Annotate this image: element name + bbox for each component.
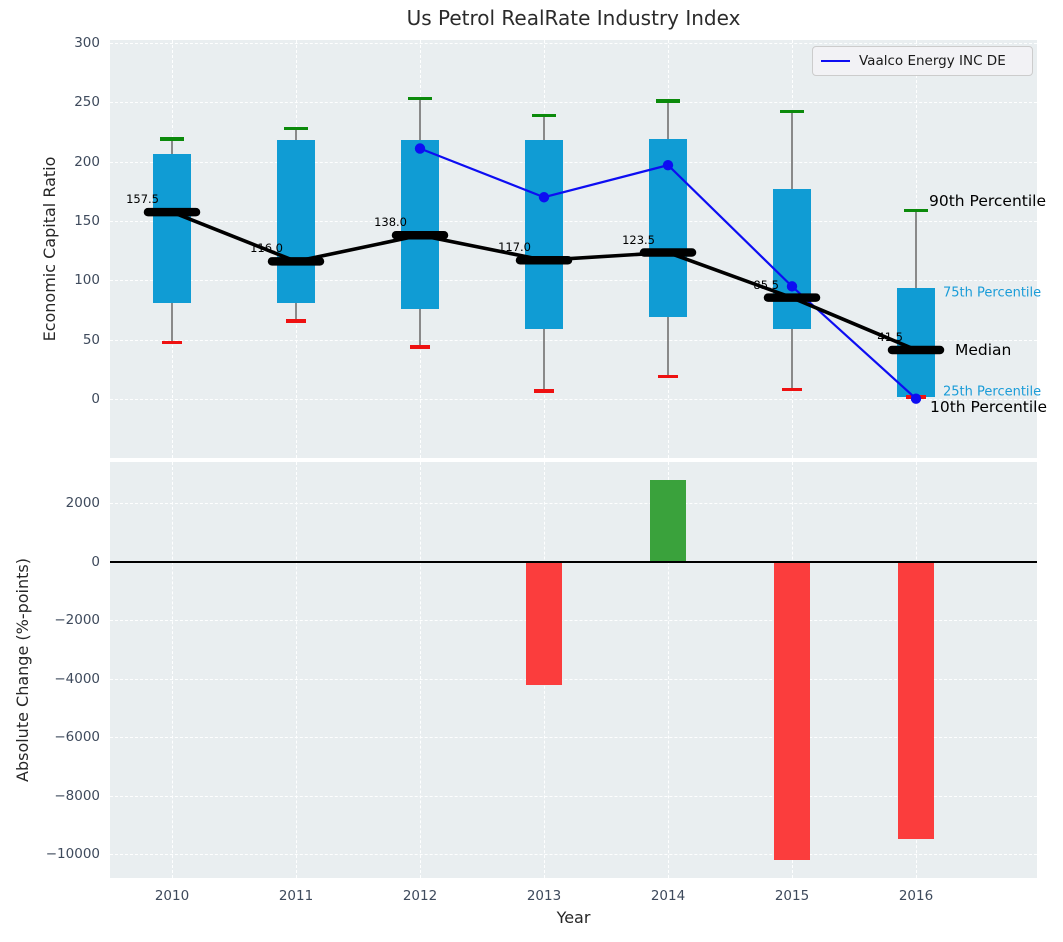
percentile-box: [773, 188, 811, 330]
change-bar: [774, 561, 810, 860]
bottom-panel: [110, 462, 1037, 878]
bottom-y-tick-label: −2000: [54, 612, 100, 629]
x-tick-label: 2011: [278, 888, 314, 904]
percentile-annotation: 90th Percentile: [929, 191, 1047, 210]
zero-line: [110, 560, 1037, 563]
x-tick-label: 2014: [650, 888, 686, 904]
change-bar: [526, 561, 562, 685]
bottom-y-tick-label: 2000: [65, 495, 100, 512]
bottom-y-tick-label: −10000: [45, 846, 100, 863]
whisker-cap-10th: [658, 375, 678, 379]
top-y-tick-label: 200: [74, 153, 100, 170]
x-tick-label: 2010: [154, 888, 190, 904]
whisker-cap-90th: [904, 208, 928, 212]
bottom-y-tick-label: 0: [91, 553, 100, 570]
whisker-cap-10th: [162, 340, 182, 344]
x-axis-label: Year: [556, 908, 591, 927]
top-gridline: [110, 42, 1037, 44]
chart-title: Us Petrol RealRate Industry Index: [406, 6, 741, 30]
median-value-label: 116.0: [250, 241, 283, 256]
legend: Vaalco Energy INC DE: [812, 46, 1033, 76]
median-value-label: 41.5: [877, 329, 903, 344]
top-y-tick-label: 300: [74, 34, 100, 51]
x-tick-label: 2016: [898, 888, 934, 904]
top-gridline: [110, 221, 1037, 222]
bottom-gridline: [110, 737, 1037, 739]
bottom-y-tick-label: −8000: [54, 787, 100, 804]
median-value-label: 157.5: [126, 192, 159, 207]
x-tick-label: 2013: [526, 888, 562, 904]
percentile-box: [153, 154, 191, 304]
legend-label: Vaalco Energy INC DE: [859, 53, 1006, 69]
bottom-gridline: [110, 854, 1037, 856]
top-y-tick-label: 0: [91, 391, 100, 408]
top-y-tick-label: 100: [74, 272, 100, 289]
percentile-annotation: Median: [955, 340, 1012, 359]
median-value-label: 117.0: [498, 240, 531, 255]
bottom-gridline: [110, 620, 1037, 622]
bottom-gridline-vertical: [420, 462, 421, 878]
top-y-tick-label: 50: [82, 331, 100, 348]
whisker-cap-10th: [906, 395, 926, 399]
bottom-y-tick-label: −4000: [54, 670, 100, 687]
whisker-cap-90th: [656, 99, 680, 103]
percentile-annotation: 75th Percentile: [943, 285, 1042, 301]
whisker-cap-90th: [532, 113, 556, 117]
top-gridline: [110, 161, 1037, 163]
percentile-box: [277, 140, 315, 303]
median-value-label: 123.5: [622, 232, 655, 247]
top-y-axis-label: Economic Capital Ratio: [39, 156, 59, 342]
bottom-gridline-vertical: [172, 462, 173, 878]
median-value-label: 138.0: [374, 215, 407, 230]
bottom-gridline: [110, 678, 1037, 680]
change-bar: [898, 561, 934, 840]
whisker-cap-10th: [782, 388, 802, 392]
percentile-box: [525, 140, 563, 330]
bottom-y-tick-label: −6000: [54, 729, 100, 746]
percentile-box: [649, 139, 687, 318]
whisker-cap-10th: [410, 345, 430, 349]
percentile-annotation: 25th Percentile: [943, 384, 1042, 400]
change-bar: [650, 479, 686, 562]
top-y-tick-label: 250: [74, 94, 100, 111]
x-tick-label: 2012: [402, 888, 438, 904]
bottom-y-axis-label: Absolute Change (%-points): [12, 558, 32, 782]
x-tick-label: 2015: [774, 888, 810, 904]
legend-line-sample: [821, 60, 850, 62]
bottom-gridline-vertical: [296, 462, 297, 878]
whisker-cap-90th: [284, 126, 308, 130]
median-value-label: 85.5: [753, 277, 779, 292]
bottom-gridline-vertical: [668, 462, 669, 878]
whisker-cap-10th: [534, 389, 554, 393]
top-gridline: [110, 102, 1037, 104]
bottom-gridline: [110, 795, 1037, 797]
top-gridline: [110, 399, 1037, 401]
top-y-tick-label: 150: [74, 213, 100, 229]
bottom-gridline: [110, 503, 1037, 505]
top-gridline: [110, 280, 1037, 282]
percentile-annotation: 10th Percentile: [930, 398, 1048, 417]
whisker-cap-90th: [160, 137, 184, 141]
whisker-cap-10th: [286, 319, 306, 323]
whisker-cap-90th: [408, 96, 432, 101]
whisker-cap-90th: [780, 109, 804, 114]
